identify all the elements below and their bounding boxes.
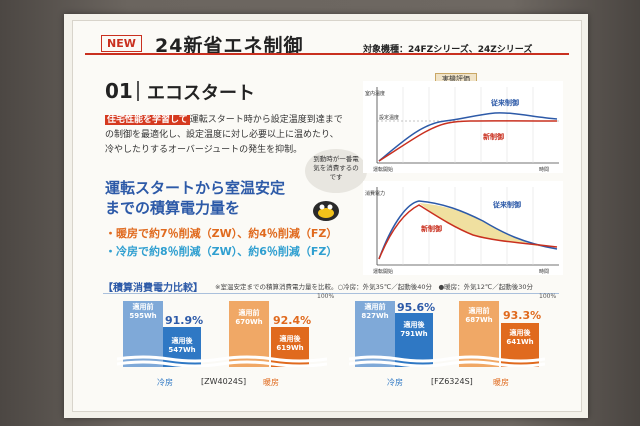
y-axis-label: 消費電力 [365, 190, 385, 197]
section-title: エコスタート [147, 83, 255, 104]
pct-fz-heat: 93.3% [503, 309, 542, 322]
header-divider [85, 53, 569, 55]
y-axis-label: 室内温度 [365, 90, 385, 97]
section-description: 住宅性能を学習して 運転スタート時から設定温度到達までの制御を最適化し、設定温度に… [105, 113, 345, 158]
x-end-label: 時間 [539, 269, 549, 275]
bubble-text: 到動時が一番電気を消費するのです [313, 155, 359, 181]
pct-zw-heat: 92.4% [273, 314, 312, 327]
caption-zw-heat: 暖房 [263, 378, 279, 387]
bar-fz-cool-after-label: 適用後 791Wh [400, 321, 428, 338]
section-divider [137, 81, 139, 101]
x-end-label: 時間 [539, 167, 549, 173]
bar-zw-heat-after-label: 適用後 619Wh [276, 335, 304, 352]
bar-fz-heat-before-label: 適用前 687Wh [465, 307, 493, 324]
section-number: 01 [105, 79, 133, 103]
headline-line2: までの積算電力量を [105, 199, 241, 217]
comparison-divider [103, 293, 559, 294]
target-models: 対象機種：24FZシリーズ、24Zシリーズ [363, 45, 533, 55]
bar-zw-cool-after-label: 適用後 547Wh [168, 337, 196, 354]
new-badge: NEW [101, 35, 142, 52]
scale-break-icon [349, 355, 545, 367]
bullet-cooling: ・冷房で約8％削減（ZW）、約6％削減（FZ） [105, 245, 338, 258]
robot-mascot-icon [313, 201, 339, 221]
pct-fz-cool: 95.6% [397, 301, 436, 314]
temperature-chart: 室内温度 設定温度 運転開始 時間 従来制御 新制御 [363, 81, 563, 173]
caption-zw-cool: 冷房 [157, 378, 173, 387]
pct100-label-right: 100% [539, 293, 557, 300]
legend-old: 従来制御 [492, 200, 521, 209]
bar-zw-heat-before-label: 適用前 670Wh [235, 309, 263, 326]
power-chart: 消費電力 従来制御 新制御 運転開始 時間 [363, 181, 563, 275]
savings-area [419, 203, 543, 247]
poster-header: NEW 24新省エネ制御 対象機種：24FZシリーズ、24Zシリーズ [73, 21, 581, 61]
old-control-line [378, 112, 558, 162]
pct-zw-cool: 91.9% [165, 314, 204, 327]
comparison-note: ※室温安定までの積算消費電力量を比較。○冷房：外気35℃／起動後40分 ●暖房：… [215, 283, 533, 291]
highlight-tag: 住宅性能を学習して [105, 115, 190, 125]
legend-new: 新制御 [483, 132, 504, 141]
legend-old: 従来制御 [490, 98, 519, 107]
headline-line1: 運転スタートから室温安定 [105, 179, 286, 197]
speech-bubble: 到動時が一番電気を消費するのです [305, 149, 367, 193]
scale-break-icon [117, 355, 327, 367]
model-fz: [FZ6324S] [431, 377, 473, 386]
description-text: 運転スタート時から設定温度到達までの制御を最適化し、設定温度に対し必要以上に温め… [105, 115, 343, 155]
new-power-line [378, 204, 558, 260]
bullet-heating: ・暖房で約7％削減（ZW）、約4％削減（FZ） [105, 227, 338, 240]
caption-fz-heat: 暖房 [493, 378, 509, 387]
x-start-label: 運転開始 [373, 166, 393, 173]
poster-title: 24新省エネ制御 [155, 35, 304, 57]
poster: NEW 24新省エネ制御 対象機種：24FZシリーズ、24Zシリーズ 01 エコ… [72, 20, 582, 412]
bar-fz-heat-after-label: 適用後 641Wh [506, 329, 534, 346]
bar-fz-cool-before-label: 適用前 827Wh [361, 303, 389, 320]
pct100-label-left: 100% [317, 293, 335, 300]
y-tick-label: 設定温度 [379, 114, 399, 121]
bar-zw-cool-before-label: 適用前 595Wh [129, 303, 157, 320]
new-control-line [378, 120, 558, 162]
old-power-line [378, 200, 558, 260]
x-start-label: 運転開始 [373, 268, 393, 275]
caption-fz-cool: 冷房 [387, 378, 403, 387]
legend-new: 新制御 [421, 224, 442, 233]
model-zw: [ZW4024S] [201, 377, 247, 386]
comparison-title: 【積算消費電力比較】 [103, 283, 203, 294]
